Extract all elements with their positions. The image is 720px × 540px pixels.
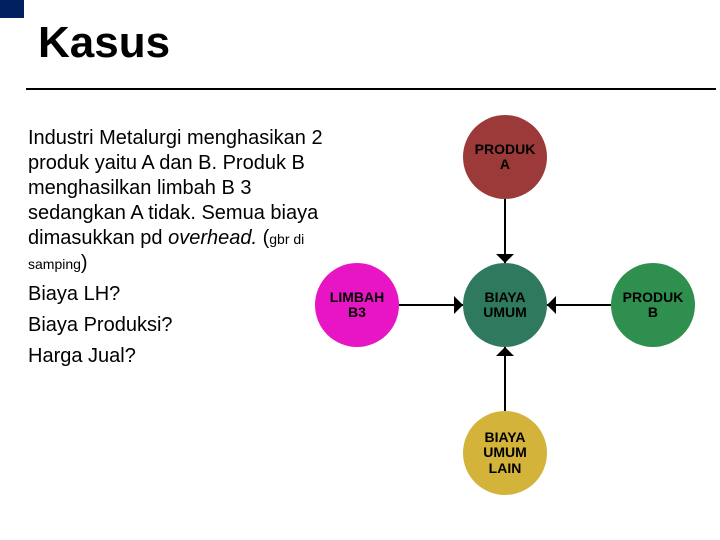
body-text: Industri Metalurgi menghasikan 2 produk … bbox=[28, 126, 328, 375]
question-1: Biaya LH? bbox=[28, 282, 328, 307]
node-top-label: PRODUK A bbox=[475, 142, 536, 173]
slide-title: Kasus bbox=[38, 18, 170, 68]
title-rule bbox=[26, 88, 716, 90]
node-center-label: BIAYA UMUM bbox=[483, 290, 527, 321]
accent-block bbox=[0, 0, 24, 18]
arrow-line bbox=[504, 347, 506, 411]
arrow-line bbox=[547, 304, 611, 306]
node-right: PRODUK B bbox=[611, 263, 695, 347]
arrow-head bbox=[454, 296, 463, 314]
question-2: Biaya Produksi? bbox=[28, 313, 328, 338]
node-left: LIMBAH B3 bbox=[315, 263, 399, 347]
diagram: BIAYA UMUMPRODUK ABIAYA UMUM LAINLIMBAH … bbox=[300, 140, 710, 460]
node-center: BIAYA UMUM bbox=[463, 263, 547, 347]
node-right-label: PRODUK B bbox=[623, 290, 684, 321]
question-3: Harga Jual? bbox=[28, 344, 328, 369]
arrow-head bbox=[496, 347, 514, 356]
node-top: PRODUK A bbox=[463, 115, 547, 199]
node-bottom-label: BIAYA UMUM LAIN bbox=[483, 430, 527, 476]
arrow-head bbox=[547, 296, 556, 314]
arrow-head bbox=[496, 254, 514, 263]
slide: Kasus Industri Metalurgi menghasikan 2 p… bbox=[0, 0, 720, 540]
node-bottom: BIAYA UMUM LAIN bbox=[463, 411, 547, 495]
body-paragraph: Industri Metalurgi menghasikan 2 produk … bbox=[28, 126, 328, 276]
node-left-label: LIMBAH B3 bbox=[330, 290, 384, 321]
